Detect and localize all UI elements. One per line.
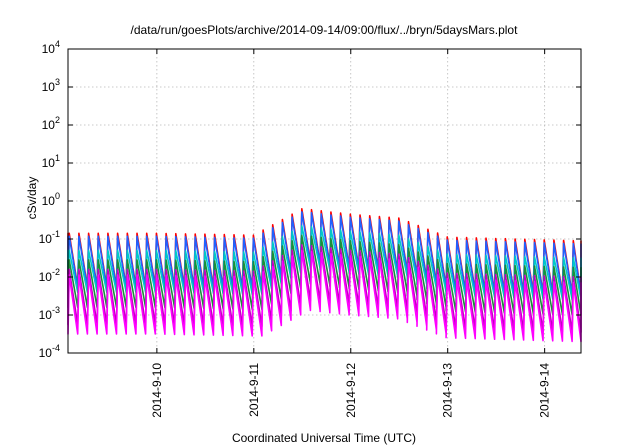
y-tick-labels: 104 103 102 101 100 10-1 10-2 10-3 10-4: [39, 39, 60, 360]
x-tick-label: 2014-9-10: [150, 363, 164, 418]
x-axis-label: Coordinated Universal Time (UTC): [232, 431, 416, 445]
x-tick-label: 2014-9-12: [344, 363, 358, 418]
chart-title: /data/run/goesPlots/archive/2014-09-14/0…: [131, 23, 519, 37]
series-line-5: [67, 249, 582, 343]
y-tick-label: 100: [42, 191, 60, 208]
x-tick-labels: 2014-9-10 2014-9-11 2014-9-12 2014-9-13 2014…: [150, 363, 552, 418]
y-tick-label: 101: [42, 153, 60, 170]
series-group: [67, 208, 582, 343]
x-tick-label: 2014-9-14: [538, 363, 552, 418]
x-tick-label: 2014-9-13: [441, 363, 455, 418]
y-tick-label: 10-1: [39, 229, 60, 246]
y-tick-label: 104: [42, 39, 60, 56]
y-tick-label: 10-4: [39, 343, 60, 360]
y-tick-label: 10-3: [39, 305, 60, 322]
y-tick-label: 103: [42, 77, 60, 94]
y-tick-label: 10-2: [39, 267, 60, 284]
x-tick-label: 2014-9-11: [247, 363, 261, 417]
tick-marks: [68, 48, 581, 354]
y-tick-label: 102: [42, 115, 60, 132]
y-axis-label: cSv/day: [25, 177, 39, 220]
